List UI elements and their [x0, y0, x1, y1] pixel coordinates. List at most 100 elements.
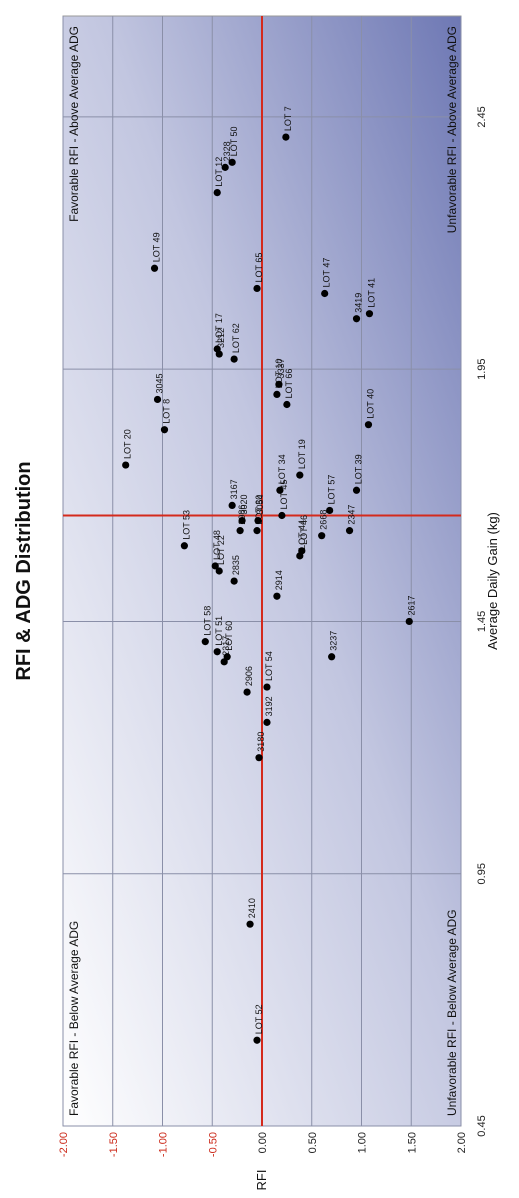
data-point [230, 577, 238, 585]
rfi-tick-label: 2.00 [456, 1132, 468, 1153]
quadrant-label-unfavorable-above: Unfavorable RFI - Above Average ADG [445, 26, 459, 233]
data-point [254, 516, 262, 525]
adg-tick-label: 2.45 [476, 106, 488, 127]
point-label: 3167 [229, 479, 239, 499]
point-label: LOT 7 [283, 106, 293, 131]
data-point [201, 638, 209, 646]
point-label: 2347 [347, 505, 357, 525]
data-point [352, 315, 361, 323]
title-group: RFI & ADG Distribution [13, 461, 35, 680]
adg-tick-label: 0.45 [476, 1115, 488, 1136]
data-point [296, 471, 304, 479]
data-point [238, 516, 246, 525]
data-point [213, 345, 221, 353]
data-point [213, 188, 221, 197]
adg-tick-label: 0.95 [476, 863, 488, 884]
point-label: 2317 [221, 636, 231, 656]
data-point [153, 395, 162, 404]
point-label: LOT 66 [284, 369, 294, 399]
point-label: LOT 8 [161, 399, 171, 424]
data-point [273, 592, 281, 600]
point-label: LOT 47 [322, 258, 332, 288]
y-axis-label: RFI [254, 1170, 269, 1191]
axis-labels: Average Daily Gain (kg) RFI [254, 512, 500, 1190]
tick-labels: -2.00 -1.50 -1.00 -0.50 0.00 0.50 1.00 1.50 2.00… [58, 106, 488, 1157]
rfi-tick-label: -1.00 [158, 1132, 170, 1157]
chart-title: RFI & ADG Distribution [13, 461, 35, 680]
data-point [223, 653, 231, 661]
point-label: LOT 50 [229, 126, 239, 156]
data-point [283, 400, 291, 409]
data-point [122, 461, 130, 469]
point-label: 2328 [222, 141, 232, 161]
point-label: LOT 17 [214, 313, 224, 343]
data-point [328, 653, 336, 661]
point-label: LOT 20 [123, 429, 133, 459]
adg-tick-label: 1.95 [476, 358, 488, 379]
point-label: LOT 53 [181, 510, 191, 540]
point-label: LOT 51 [214, 616, 224, 646]
data-point [263, 683, 271, 691]
point-label: 3192 [264, 696, 274, 716]
data-point [230, 355, 238, 363]
point-label: LOT 40 [365, 389, 375, 419]
point-label: LOT 12 [214, 157, 224, 187]
data-point [160, 426, 169, 434]
data-point [326, 506, 334, 515]
data-point [318, 532, 326, 540]
data-point [253, 284, 261, 293]
data-point [352, 486, 361, 494]
data-point [282, 133, 290, 141]
data-point [405, 617, 413, 626]
reference-lines [63, 16, 461, 1126]
point-label: LOT 65 [254, 253, 264, 283]
data-point [263, 718, 271, 726]
data-point [211, 562, 219, 570]
data-point [255, 754, 263, 762]
x-axis-label: Average Daily Gain (kg) [485, 512, 500, 650]
point-label: 2668 [319, 510, 329, 530]
point-label: 3045 [155, 373, 165, 393]
data-point [215, 567, 223, 575]
point-label: LOT 57 [327, 475, 337, 505]
data-point [228, 158, 236, 166]
point-label: LOT 44 [297, 520, 307, 550]
point-label: LOT 39 [354, 454, 364, 484]
data-point [243, 688, 251, 696]
rfi-tick-label: 1.50 [406, 1132, 418, 1153]
data-point [364, 421, 373, 429]
point-label: LOT 46 [299, 515, 309, 545]
data-point [253, 527, 261, 535]
point-label: 2914 [274, 570, 284, 590]
point-label: LOT 60 [224, 621, 234, 651]
rfi-tick-label: -0.50 [207, 1132, 219, 1157]
data-point [236, 527, 244, 535]
point-label: 3419 [354, 293, 364, 313]
quadrant-labels: Favorable RFI - Below Average ADG Favorab… [67, 26, 459, 1116]
point-label: LOT 30 [254, 495, 264, 525]
point-label: LOT 19 [297, 439, 307, 469]
data-point [345, 527, 354, 535]
rfi-tick-label: 1.00 [357, 1132, 369, 1153]
point-label: 3237 [329, 631, 339, 651]
point-label: 2410 [247, 898, 257, 918]
data-point [150, 264, 159, 272]
data-point [221, 163, 229, 171]
data-point [273, 390, 281, 399]
rfi-tick-label: -2.00 [58, 1132, 70, 1157]
data-point [213, 648, 221, 656]
quadrant-label-favorable-above: Favorable RFI - Above Average ADG [67, 26, 81, 222]
point-label: 3337 [276, 358, 286, 378]
point-label: 3212 [216, 328, 226, 348]
rfi-tick-label: -1.50 [108, 1132, 120, 1157]
data-point [321, 289, 329, 298]
data-point [228, 501, 236, 510]
data-point [278, 511, 286, 520]
point-label: 2986 [237, 505, 247, 525]
data-point [298, 547, 306, 555]
point-label: LOT 48 [212, 530, 222, 560]
data-point [180, 542, 188, 550]
point-label: 3020 [239, 495, 249, 515]
point-label: LOT 58 [202, 606, 212, 636]
